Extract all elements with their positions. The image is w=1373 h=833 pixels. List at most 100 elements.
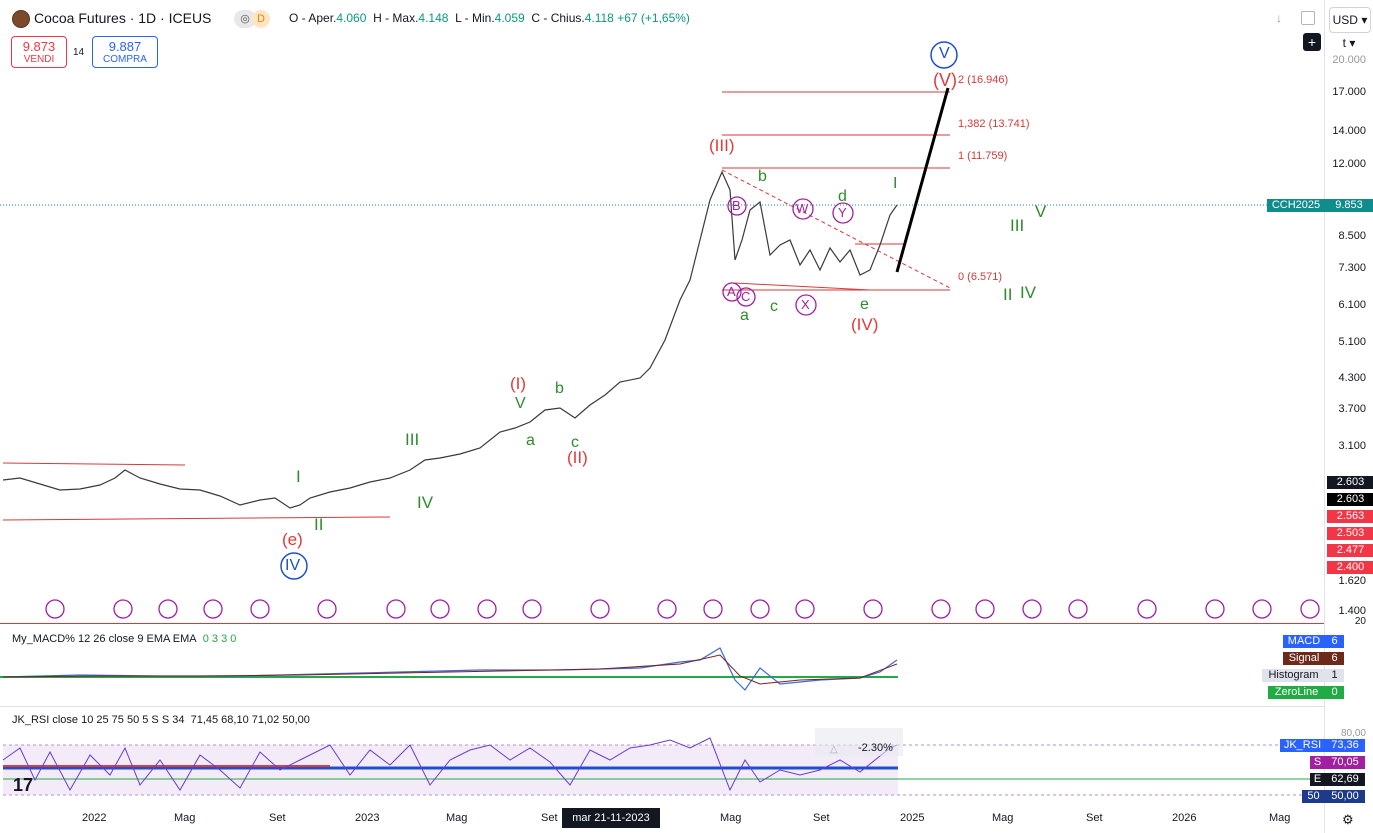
y-label-8500: 8.500 [1338, 230, 1366, 242]
tag-s: S [1310, 756, 1325, 769]
tag-zeroline: ZeroLine [1268, 686, 1325, 699]
wave-label-c-tri: c [770, 298, 778, 315]
x-label-2022: 2022 [82, 812, 107, 824]
wave-label-a: a [526, 432, 535, 449]
proj-label-iv: IV [1020, 283, 1037, 302]
delta-measure: -2.30% [858, 742, 893, 754]
rsi-legend[interactable]: JK_RSI close 10 25 75 50 5 S S 34 71,45 … [12, 714, 310, 726]
x-label-set-23: Set [541, 812, 558, 824]
wave-label-x-circle: X [801, 297, 810, 312]
wave-label-iv-circle: IV [285, 557, 301, 574]
channel-lower-line [2, 516, 391, 521]
wave-label-ii: II [314, 515, 324, 534]
wave-label-b: b [555, 380, 564, 397]
tag-red-4: 2.400 [1327, 561, 1373, 574]
x-label-2025: 2025 [900, 812, 925, 824]
buy-label: COMPRA [103, 54, 147, 65]
tag-signal: Signal [1283, 652, 1325, 665]
price-chart[interactable]: △ [0, 0, 1324, 833]
channel-upper-line [2, 462, 186, 466]
download-icon[interactable]: ↓ [1276, 11, 1282, 25]
pane-separator-2[interactable] [0, 706, 1324, 707]
tag-red-1: 2.563 [1327, 510, 1373, 523]
wave-label-b-circle: B [732, 198, 741, 213]
tag-e-val: 62,69 [1325, 773, 1365, 786]
y-label-14000: 14.000 [1332, 125, 1366, 137]
currency-select[interactable]: USD ▾ [1329, 7, 1371, 33]
wave-label-a-tri: a [740, 307, 749, 324]
settings-gear-icon[interactable]: ⚙ [1342, 812, 1354, 827]
triangle-upper-line [721, 169, 951, 289]
x-label-2026: 2026 [1172, 812, 1197, 824]
y-label-7300: 7.300 [1338, 262, 1366, 274]
proj-label-ii: II [1003, 285, 1013, 304]
projection-line [895, 87, 950, 273]
y-label-3700: 3.700 [1338, 403, 1366, 415]
symbol-title[interactable]: Cocoa Futures · 1D · ICEUS [34, 10, 212, 26]
x-label-mag-23: Mag [446, 812, 468, 824]
y-label-1400: 1.400 [1338, 605, 1366, 617]
y-label-4300: 4.300 [1338, 372, 1366, 384]
sell-button[interactable]: 9.873 VENDI [11, 36, 67, 68]
fib-label-1382: 1,382 (13.741) [958, 118, 1030, 130]
wave-label-v: V [515, 395, 526, 412]
tag-e: E [1310, 773, 1325, 786]
macd-legend[interactable]: My_MACD% 12 26 close 9 EMA EMA 0 3 3 0 [12, 633, 237, 645]
wave-label-v-paren: (V) [933, 70, 957, 90]
wave-label-w-circle: W [796, 201, 809, 216]
tag-red-2: 2.503 [1327, 527, 1373, 540]
tag-symbol-price: 9.853 [1325, 199, 1373, 212]
tag-red-3: 2.477 [1327, 544, 1373, 557]
proj-label-v: V [1035, 202, 1047, 221]
tag-zeroline-val: 0 [1325, 686, 1344, 699]
x-label-2023: 2023 [355, 812, 380, 824]
unit-select[interactable]: t ▾ [1342, 36, 1356, 50]
tag-macd-val: 6 [1325, 635, 1344, 648]
y-label-6100: 6.100 [1338, 299, 1366, 311]
fib-label-1: 1 (11.759) [958, 150, 1008, 162]
wave-label-a-circle: A [727, 284, 736, 299]
tag-jkrsi: JK_RSI [1280, 739, 1325, 752]
add-plus-icon[interactable]: + [1303, 33, 1321, 51]
tag-signal-val: 6 [1325, 652, 1344, 665]
y-label-5100: 5.100 [1338, 336, 1366, 348]
triangle-lower-line [734, 282, 871, 291]
wave-label-iv: IV [417, 493, 434, 512]
fib-label-2: 2 (16.946) [958, 74, 1009, 86]
spread-value: 14 [73, 47, 85, 58]
wave-label-v-circle: V [939, 45, 950, 62]
sell-label: VENDI [23, 54, 55, 65]
wave-label-e-paren: (e) [282, 530, 303, 549]
tag-50: 50 [1302, 790, 1325, 803]
y-label-17000: 17.000 [1332, 86, 1366, 98]
tag-dark-2: 2.603 [1327, 493, 1373, 506]
wave-label-i-paren: (I) [510, 374, 527, 393]
eye-icon[interactable]: ◎ [234, 10, 256, 28]
fullscreen-icon[interactable] [1301, 11, 1315, 25]
tradingview-logo[interactable]: 17 [13, 775, 34, 795]
buy-button[interactable]: 9.887 COMPRA [92, 36, 158, 68]
price-axis[interactable]: 20.000 17.000 14.000 12.000 8.500 7.300 … [1324, 0, 1373, 833]
wave-v-circle [930, 41, 958, 69]
cocoa-symbol-icon [12, 10, 30, 28]
proj-label-iii: III [1010, 216, 1025, 235]
tag-s-val: 70,05 [1325, 756, 1365, 769]
wave-label-c-circle: C [741, 289, 751, 304]
wave-label-e-tri: e [860, 296, 869, 313]
wave-label-iii: III [405, 430, 420, 449]
x-label-mag-24: Mag [720, 812, 742, 824]
wave-label-iv-paren: (IV) [851, 315, 879, 334]
delayed-data-badge[interactable]: D [252, 10, 270, 28]
wave-label-c: c [571, 434, 579, 451]
y-label-top: 20.000 [1332, 54, 1366, 66]
macd-axis-top: 20 [1354, 616, 1366, 627]
tag-macd: MACD [1283, 635, 1325, 648]
rsi-line [2, 737, 898, 792]
pane-separator-1[interactable] [0, 623, 1324, 624]
x-label-mag-26: Mag [1269, 812, 1291, 824]
wave-label-b-tri: b [758, 168, 767, 185]
x-label-set-22: Set [269, 812, 286, 824]
wave-label-i: I [296, 467, 301, 486]
wave-label-iii-paren: (III) [709, 136, 735, 155]
tag-jkrsi-val: 73,36 [1325, 739, 1365, 752]
